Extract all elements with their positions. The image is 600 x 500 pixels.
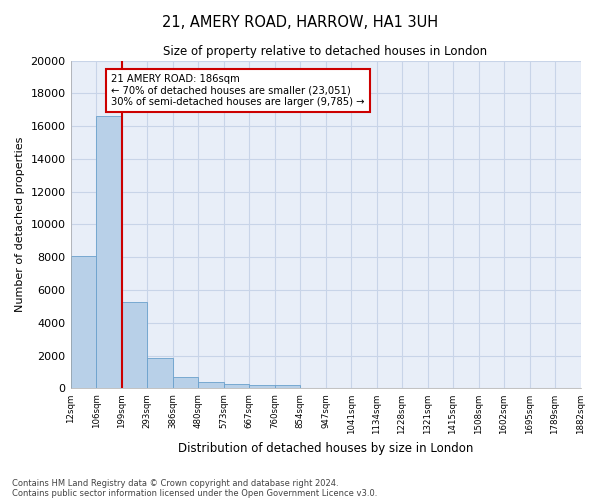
Text: 21 AMERY ROAD: 186sqm
← 70% of detached houses are smaller (23,051)
30% of semi-: 21 AMERY ROAD: 186sqm ← 70% of detached … [112, 74, 365, 107]
Text: Contains HM Land Registry data © Crown copyright and database right 2024.: Contains HM Land Registry data © Crown c… [12, 478, 338, 488]
Bar [122, 302, 147, 388]
Text: 21, AMERY ROAD, HARROW, HA1 3UH: 21, AMERY ROAD, HARROW, HA1 3UH [162, 15, 438, 30]
Bar [249, 385, 275, 388]
Bar [96, 116, 122, 388]
Bar [198, 382, 224, 388]
Title: Size of property relative to detached houses in London: Size of property relative to detached ho… [163, 45, 488, 58]
Bar [173, 377, 198, 388]
Bar [275, 386, 300, 388]
X-axis label: Distribution of detached houses by size in London: Distribution of detached houses by size … [178, 442, 473, 455]
Y-axis label: Number of detached properties: Number of detached properties [15, 137, 25, 312]
Bar [147, 358, 173, 388]
Bar [224, 384, 249, 388]
Bar [71, 256, 96, 388]
Text: Contains public sector information licensed under the Open Government Licence v3: Contains public sector information licen… [12, 488, 377, 498]
